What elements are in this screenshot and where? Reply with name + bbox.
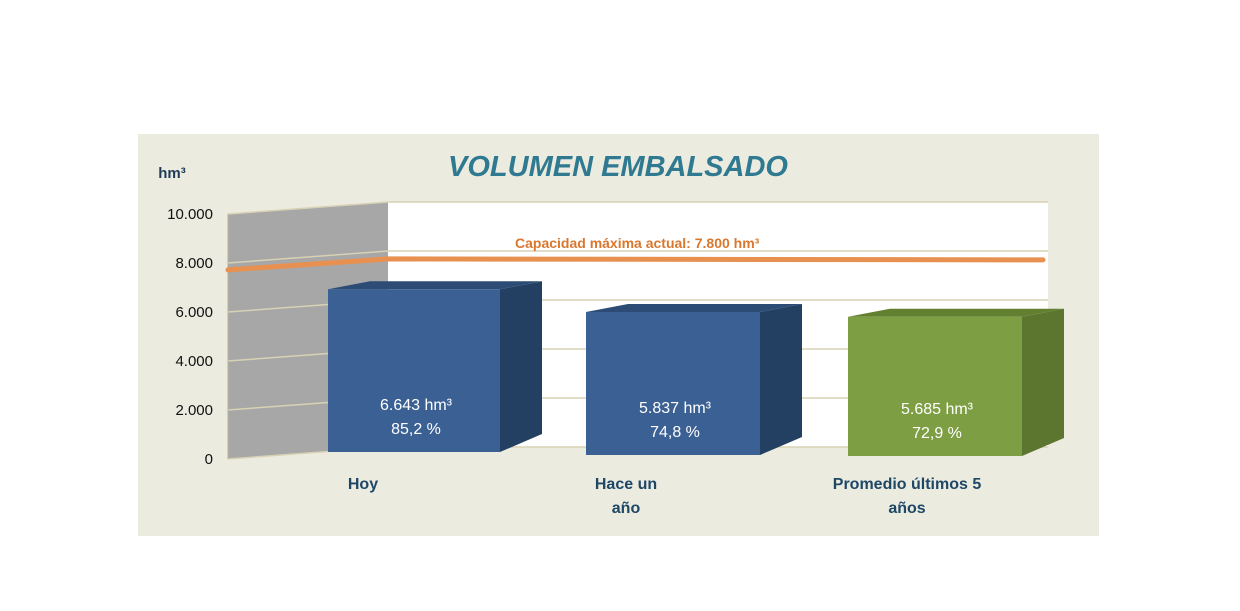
y-tick-label: 0: [205, 451, 213, 468]
bar-side: [500, 281, 542, 452]
x-category-label-line: año: [612, 500, 641, 517]
bar-side: [1022, 308, 1064, 456]
y-tick-label: 8.000: [175, 255, 213, 272]
x-category-label-line: Promedio últimos 5: [833, 476, 982, 493]
gridline: [227, 201, 1048, 215]
x-category-label: Promedio últimos 5 años: [833, 476, 982, 517]
bar-top: [586, 303, 802, 312]
bar-top: [328, 281, 542, 290]
x-category-label: Hace un año: [595, 476, 657, 517]
bar: 5.837 hm³ 74,8 %: [586, 303, 802, 455]
x-category-label: Hoy: [348, 476, 378, 493]
x-category-label-line: Hoy: [348, 476, 378, 493]
chart-panel: VOLUMEN EMBALSADO hm³ 0 2.000 4.000 6.000 8.00…: [138, 134, 1099, 536]
bar-percent-label: 74,8 %: [650, 424, 700, 441]
capacity-line: [225, 256, 1046, 273]
bar-volume-label: 5.685 hm³: [901, 401, 974, 418]
bar-front: [586, 311, 760, 455]
y-tick-label: 6.000: [175, 304, 213, 321]
bar: 6.643 hm³ 85,2 %: [328, 281, 542, 452]
bar-percent-label: 72,9 %: [912, 425, 962, 442]
bar-top: [848, 308, 1064, 317]
volume-chart: VOLUMEN EMBALSADO hm³ 0 2.000 4.000 6.000 8.00…: [158, 151, 1064, 517]
gridline: [227, 250, 1048, 264]
x-category-label-line: Hace un: [595, 476, 657, 493]
chart-title: VOLUMEN EMBALSADO: [448, 151, 788, 183]
bar-percent-label: 85,2 %: [391, 421, 441, 438]
bar-volume-label: 5.837 hm³: [639, 400, 712, 417]
capacity-label: Capacidad máxima actual: 7.800 hm³: [515, 235, 760, 251]
y-tick-label: 2.000: [175, 402, 213, 419]
bar: 5.685 hm³ 72,9 %: [848, 308, 1064, 456]
x-category-label-line: años: [888, 500, 925, 517]
bar-side: [760, 303, 802, 455]
bar-front: [328, 289, 500, 452]
bar-volume-label: 6.643 hm³: [380, 397, 453, 414]
bar-front: [848, 316, 1022, 456]
y-axis-unit: hm³: [158, 165, 186, 182]
y-tick-label: 4.000: [175, 353, 213, 370]
y-tick-label: 10.000: [167, 206, 213, 223]
